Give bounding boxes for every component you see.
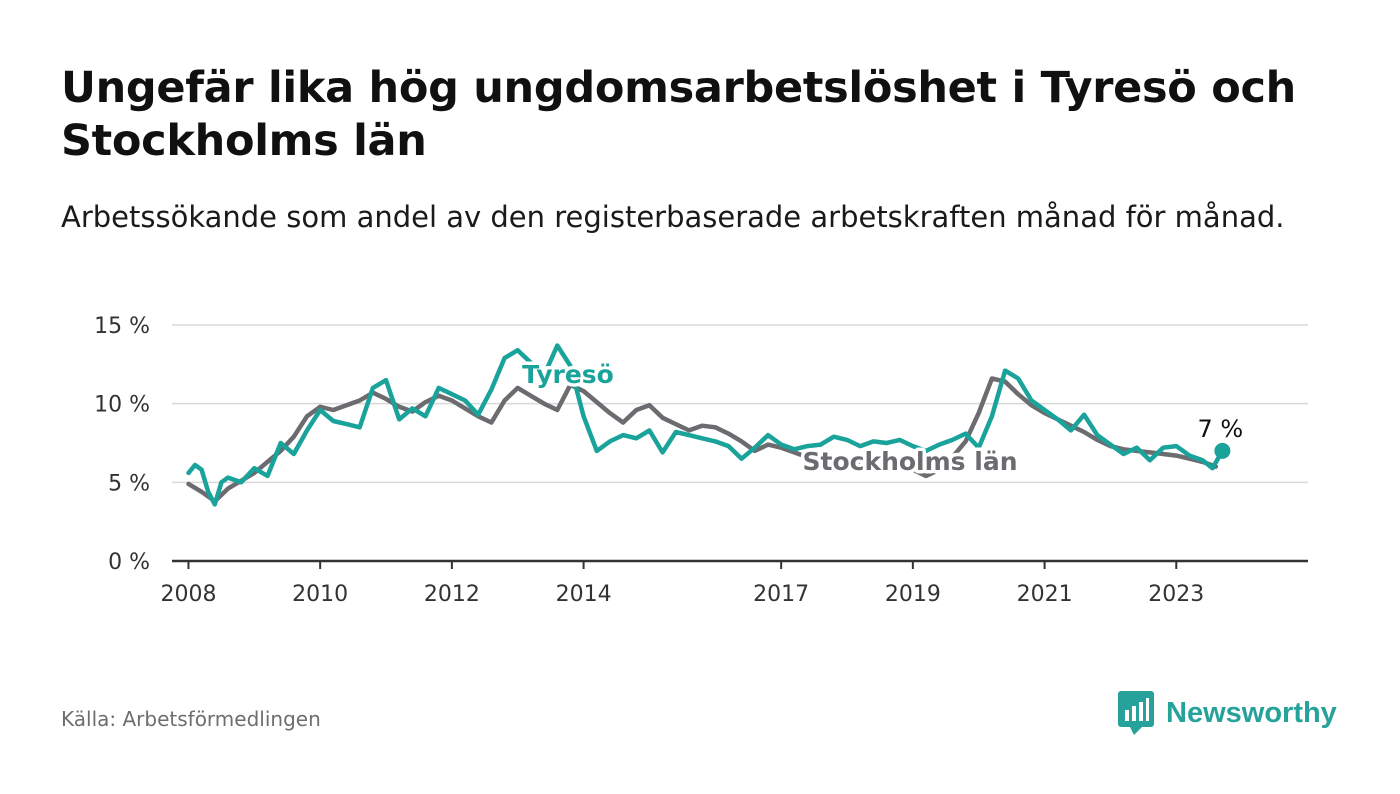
y-tick-label: 10 % xyxy=(94,393,150,418)
y-tick-label: 15 % xyxy=(94,314,150,339)
x-tick-label: 2014 xyxy=(556,582,612,607)
y-tick-label: 5 % xyxy=(108,471,150,496)
newsworthy-logo-icon xyxy=(1118,691,1154,735)
x-tick-label: 2019 xyxy=(885,582,941,607)
source-note: Källa: Arbetsförmedlingen xyxy=(61,707,321,731)
chart-subtitle: Arbetssökande som andel av den registerb… xyxy=(61,200,1285,234)
series-lines xyxy=(186,343,1231,507)
x-tick-label: 2023 xyxy=(1148,582,1204,607)
x-tick-label: 2017 xyxy=(753,582,809,607)
y-tick-label: 0 % xyxy=(108,550,150,575)
tyreso-endpoint xyxy=(1214,442,1231,459)
tyreso-line xyxy=(186,343,1225,507)
brand-name: Newsworthy xyxy=(1166,696,1337,729)
chart-title: Ungefär lika hög ungdomsarbetslöshet i T… xyxy=(61,63,1296,166)
x-tick-label: 2021 xyxy=(1017,582,1073,607)
tyreso-end-value-label: 7 % xyxy=(1198,415,1244,443)
x-tick-label: 2010 xyxy=(292,582,348,607)
x-axis-ticks: 2008 2010 2012 2014 2017 2019 2021 2023 xyxy=(160,559,1308,607)
x-tick-label: 2012 xyxy=(424,582,480,607)
y-axis-ticks: 0 % 5 % 10 % 15 % xyxy=(94,314,150,575)
tyreso-series-label: Tyresö xyxy=(522,360,614,389)
stockholm-line xyxy=(186,376,1219,504)
x-tick-label: 2008 xyxy=(160,582,216,607)
gridlines xyxy=(172,324,1308,484)
stockholm-series-label: Stockholms län xyxy=(803,447,1018,476)
series-labels: Tyresö Stockholms län 7 % xyxy=(519,357,1244,480)
brand-logo[interactable]: Newsworthy xyxy=(1118,690,1337,736)
